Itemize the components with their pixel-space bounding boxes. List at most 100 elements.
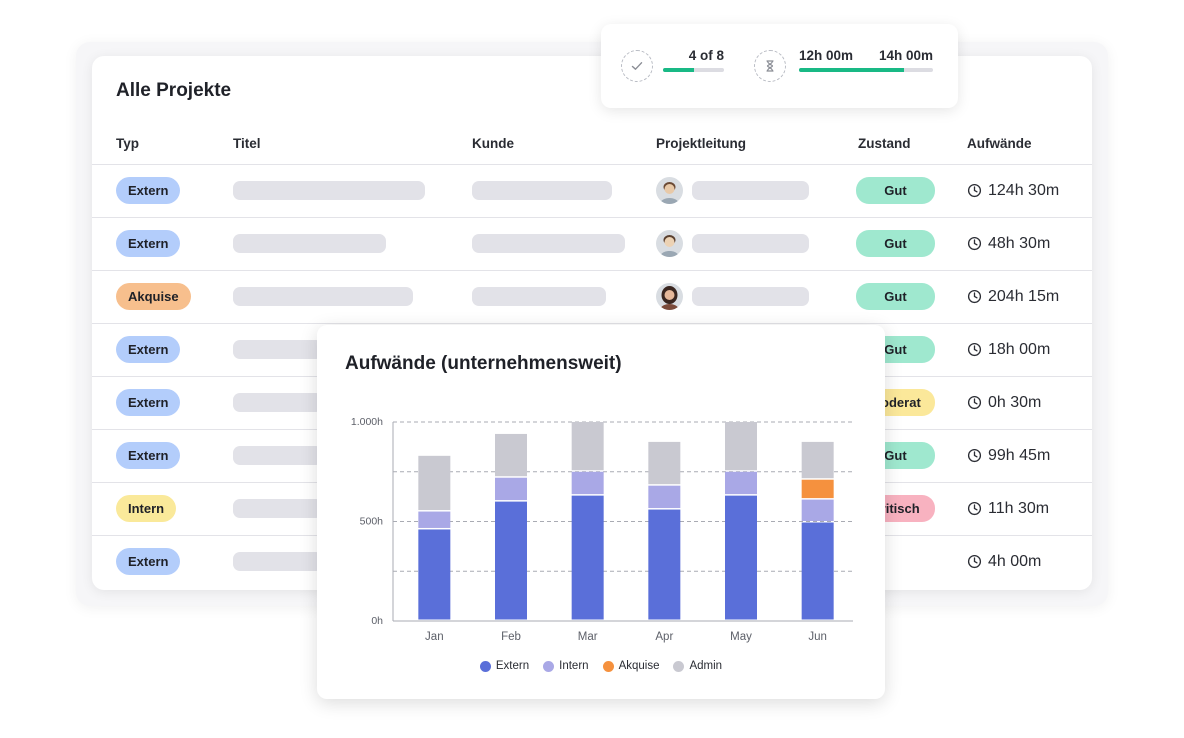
effort-value: 11h 30m — [988, 499, 1050, 517]
bar-segment-intern-mar — [571, 471, 604, 495]
clock-icon — [967, 289, 982, 304]
type-badge: Extern — [116, 230, 181, 257]
effort-cell: 204h 15m — [967, 270, 1059, 323]
bar-segment-admin-jan — [418, 455, 451, 511]
chart-title: Aufwände (unternehmensweit) — [345, 353, 622, 374]
table-header: Typ Titel Kunde Projektleitung Zustand A… — [92, 136, 1092, 165]
avatar — [656, 230, 683, 257]
project-lead-placeholder — [692, 234, 809, 253]
effort-cell: 18h 00m — [967, 323, 1050, 376]
effort-value: 18h 00m — [988, 340, 1051, 358]
time-budget: 14h 00m — [878, 48, 933, 63]
clock-icon — [967, 448, 982, 463]
status-badge: Gut — [856, 283, 935, 310]
bar-segment-admin-feb — [495, 433, 527, 477]
bar-segment-intern-apr — [648, 485, 681, 509]
column-header-client[interactable]: Kunde — [472, 136, 514, 151]
bar-segment-admin-may — [725, 422, 757, 471]
x-tick-label: Jan — [425, 631, 444, 643]
effort-cell: 4h 00m — [967, 535, 1041, 588]
legend-label: Extern — [495, 660, 530, 672]
clock-icon — [967, 236, 982, 251]
effort-chart: 0h 500h 1.000h Jan Feb Mar Apr May Jun — [351, 416, 853, 643]
type-badge: Intern — [116, 495, 177, 522]
table-row[interactable]: Extern Gut 124h 30m — [92, 164, 1092, 218]
bar-segment-extern-jun — [801, 522, 834, 620]
title-placeholder — [233, 446, 323, 465]
column-header-title[interactable]: Titel — [233, 136, 261, 151]
clock-icon — [967, 554, 982, 569]
clock-icon — [967, 501, 982, 516]
chart-legend: Extern Intern Akquise Admin — [317, 660, 885, 672]
title-placeholder — [233, 287, 413, 306]
table-row[interactable]: Extern 4h 00m — [92, 535, 1092, 588]
bar-segment-extern-jan — [418, 529, 451, 620]
clock-icon — [967, 342, 982, 357]
column-header-project-lead[interactable]: Projektleitung — [656, 136, 747, 151]
bar-segment-admin-jun — [801, 441, 834, 479]
type-badge: Extern — [116, 177, 181, 204]
clock-icon — [967, 395, 982, 410]
table-row[interactable]: Extern Gut 48h 30m — [92, 217, 1092, 271]
tasks-count: 4 of 8 — [688, 48, 724, 63]
effort-cell: 0h 30m — [967, 376, 1041, 429]
project-lead-placeholder — [692, 181, 809, 200]
legend-label: Akquise — [618, 660, 660, 672]
table-row[interactable]: Extern Gut 99h 45m — [92, 429, 1092, 483]
column-header-type[interactable]: Typ — [116, 136, 139, 151]
x-tick-label: Mar — [578, 631, 598, 643]
time-spent: 12h 00m — [799, 48, 854, 63]
column-header-effort[interactable]: Aufwände — [967, 136, 1032, 151]
x-tick-label: Apr — [655, 631, 673, 643]
effort-value: 99h 45m — [988, 446, 1051, 464]
effort-value: 124h 30m — [988, 181, 1060, 199]
effort-cell: 11h 30m — [967, 482, 1049, 535]
project-lead-placeholder — [692, 287, 809, 306]
y-tick-label: 0h — [371, 615, 383, 627]
bar-segment-extern-apr — [648, 509, 681, 620]
client-placeholder — [472, 234, 625, 253]
bar-segment-extern-may — [725, 495, 757, 620]
status-badge: Gut — [856, 230, 935, 257]
type-badge: Extern — [116, 336, 181, 363]
client-placeholder — [472, 287, 606, 306]
table-title: Alle Projekte — [116, 80, 232, 101]
x-tick-label: May — [730, 631, 752, 643]
table-row[interactable]: Akquise Gut 204h 15m — [92, 270, 1092, 324]
bar-segment-intern-feb — [495, 477, 527, 501]
effort-cell: 124h 30m — [967, 164, 1059, 217]
legend-dot — [602, 660, 614, 672]
time-progress-fill — [799, 68, 904, 72]
type-badge: Akquise — [116, 283, 191, 310]
effort-value: 4h 00m — [988, 552, 1042, 570]
bar-segment-intern-may — [725, 471, 757, 495]
time-progress-bar — [799, 68, 933, 72]
y-tick-label: 1.000h — [351, 416, 383, 428]
bar-segment-extern-mar — [571, 495, 604, 620]
effort-cell: 48h 30m — [967, 217, 1050, 270]
status-badge: Gut — [856, 177, 935, 204]
bar-segment-intern-jun — [801, 499, 834, 521]
legend-dot — [479, 660, 491, 672]
status-badge: Gut — [856, 336, 935, 363]
legend-item-admin: Admin — [673, 660, 722, 672]
legend-item-extern: Extern — [479, 660, 530, 672]
clock-icon — [967, 183, 982, 198]
legend-dot — [543, 660, 555, 672]
legend-label: Admin — [689, 660, 723, 672]
bar-segment-admin-apr — [648, 441, 681, 485]
y-tick-label: 500h — [360, 516, 384, 528]
column-header-status[interactable]: Zustand — [858, 136, 911, 151]
effort-cell: 99h 45m — [967, 429, 1050, 482]
bar-segment-akquise-jun — [801, 479, 834, 499]
effort-value: 204h 15m — [988, 287, 1060, 305]
stats-card: 4 of 8 12h 00m 14h 00m — [601, 24, 958, 108]
legend-dot — [673, 660, 685, 672]
tasks-progress-fill — [663, 68, 694, 72]
bar-segment-intern-jan — [418, 511, 451, 528]
effort-chart-card: Aufwände (unternehmensweit) 0h 500h 1.000h… — [317, 325, 885, 699]
avatar — [656, 177, 683, 204]
title-placeholder — [233, 234, 386, 253]
effort-value: 48h 30m — [988, 234, 1051, 252]
legend-label: Intern — [559, 660, 589, 672]
